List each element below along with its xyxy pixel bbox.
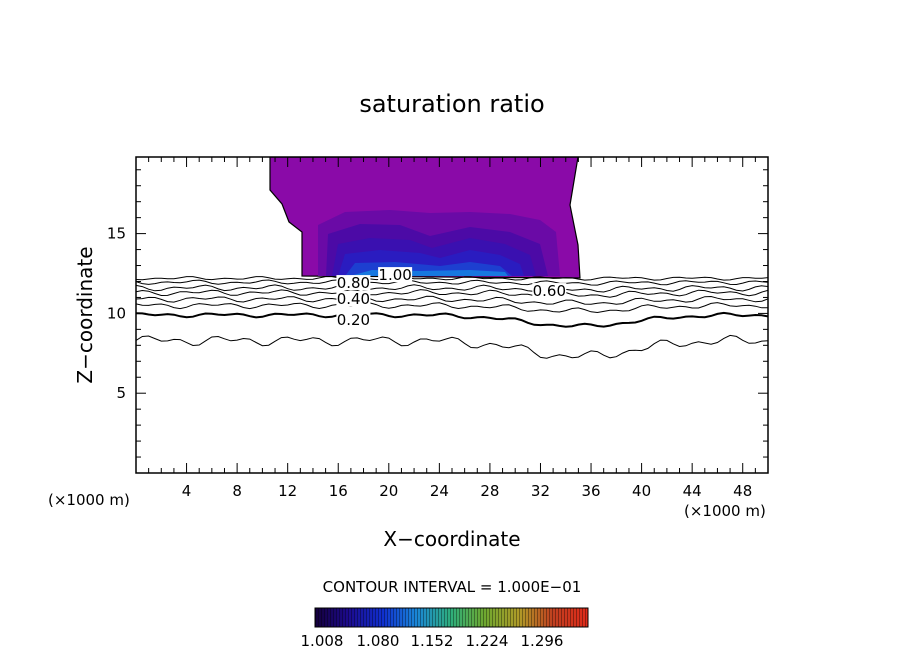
contour-line [136, 284, 768, 293]
contour-line [136, 279, 768, 286]
contour-label-bg [378, 267, 413, 283]
contour-label: 0.40 [337, 290, 370, 308]
y-axis-label: Z−coordinate [73, 246, 97, 383]
colorbar-label-0: 1.008 [301, 632, 344, 650]
contour-line [136, 295, 768, 305]
x-tick-label: 48 [733, 482, 752, 500]
contour-label-bg [336, 291, 371, 307]
contour-label-bg [336, 275, 371, 291]
x-tick-label: 16 [329, 482, 348, 500]
contour-line [136, 311, 768, 328]
colorbar-label-4: 1.296 [521, 632, 564, 650]
colorbar-label-2: 1.152 [411, 632, 454, 650]
contour-lines [136, 276, 768, 359]
colorbar: 1.008 1.080 1.152 1.224 1.296 [301, 607, 589, 650]
contour-label-bg [532, 283, 567, 299]
y-tick-label: 10 [107, 304, 126, 322]
x-tick-label: 36 [581, 482, 600, 500]
x-tick-label: 20 [379, 482, 398, 500]
cloud-layer-7 [350, 270, 508, 276]
contour-interval: CONTOUR INTERVAL = 1.000E−01 [323, 578, 582, 596]
colorbar-frame [314, 607, 589, 628]
y-tick-label: 15 [107, 225, 126, 243]
colorbar-stripes [315, 608, 588, 627]
colorbar-label-1: 1.080 [357, 632, 400, 650]
x-tick-label: 12 [278, 482, 297, 500]
contour-label: 0.80 [337, 274, 370, 292]
x-tick-label: 28 [480, 482, 499, 500]
contour-line [136, 276, 768, 281]
x-tick-label: 24 [430, 482, 449, 500]
saturation-field [269, 157, 581, 279]
contour-line [136, 302, 768, 314]
contour-line [136, 334, 768, 359]
contour-label-bg [336, 311, 371, 327]
contour-line [136, 289, 768, 298]
x-unit-right: (×1000 m) [684, 502, 766, 520]
contour-labels: 1.00 0.80 0.60 0.40 0.20 [336, 266, 567, 329]
x-tick-label: 40 [632, 482, 651, 500]
colorbar-label-3: 1.224 [466, 632, 509, 650]
contour-label: 0.20 [337, 311, 370, 329]
y-tick-label: 5 [116, 384, 126, 402]
chart-title: saturation ratio [359, 90, 544, 118]
contour-label: 0.60 [533, 282, 566, 300]
x-unit-left: (×1000 m) [48, 491, 130, 509]
contour-label: 1.00 [378, 266, 411, 284]
x-tick-label: 4 [182, 482, 192, 500]
x-tick-label: 32 [531, 482, 550, 500]
x-axis-label: X−coordinate [383, 527, 520, 551]
x-tick-label: 44 [683, 482, 702, 500]
x-tick-label: 8 [232, 482, 242, 500]
